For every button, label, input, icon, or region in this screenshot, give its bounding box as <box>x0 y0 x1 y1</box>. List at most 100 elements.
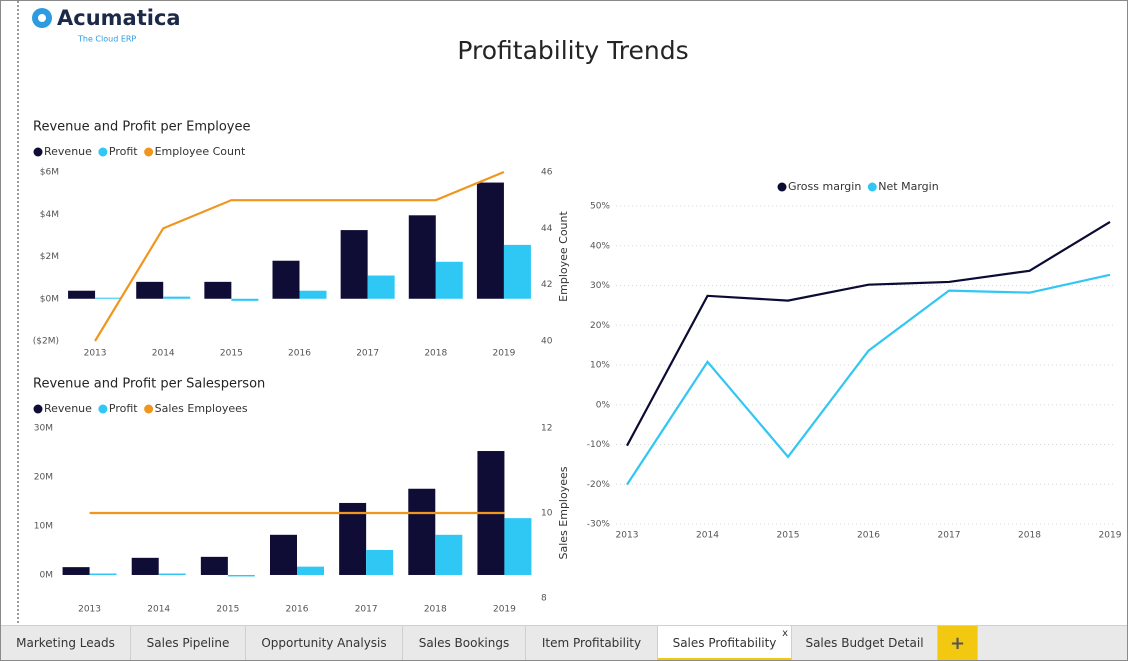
bar <box>163 296 191 299</box>
bar <box>62 567 90 575</box>
y-tick-label: -10% <box>587 440 611 450</box>
chart-title: Revenue and Profit per Employee <box>33 120 251 135</box>
y-tick-label: 10M <box>34 521 53 531</box>
x-tick-label: 2018 <box>424 605 447 615</box>
y-tick-label: -20% <box>587 480 611 490</box>
close-tab[interactable]: x <box>782 628 788 639</box>
line <box>626 220 1111 447</box>
y-tick-label: 10% <box>590 361 610 371</box>
x-tick-label: 2013 <box>616 531 639 541</box>
y2-axis-title: Sales Employees <box>557 466 570 559</box>
line <box>626 273 1111 486</box>
bar <box>158 573 186 575</box>
x-tick-label: 2019 <box>1099 531 1122 541</box>
y2-tick-label: 10 <box>541 509 553 519</box>
legend-marker <box>144 147 154 157</box>
bar <box>476 182 504 299</box>
y-tick-label: 50% <box>590 202 610 212</box>
bar <box>95 297 123 299</box>
x-tick-label: 2019 <box>493 605 516 615</box>
page-title: Profitability Trends <box>457 36 688 65</box>
y-tick-label: -30% <box>587 520 611 530</box>
bar <box>408 215 436 299</box>
bar <box>339 502 367 575</box>
tab[interactable]: Opportunity Analysis <box>246 626 403 660</box>
y-tick-label: 0M <box>40 570 54 580</box>
legend-marker <box>867 182 877 192</box>
y-tick-label: 40% <box>590 241 610 251</box>
x-tick-label: 2014 <box>696 531 719 541</box>
x-tick-label: 2013 <box>78 605 101 615</box>
y-tick-label: $2M <box>40 252 59 262</box>
legend-label: Net Margin <box>878 180 938 193</box>
x-tick-label: 2017 <box>356 349 379 359</box>
legend-label: Revenue <box>44 402 92 415</box>
bar <box>299 290 327 299</box>
y2-tick-label: 42 <box>541 280 552 290</box>
bar <box>89 573 117 575</box>
bar <box>272 260 300 299</box>
x-tick-label: 2016 <box>286 605 309 615</box>
y-tick-label: 0% <box>596 400 611 410</box>
tab[interactable]: Sales Profitability x <box>658 626 792 660</box>
y-tick-label: $4M <box>40 210 59 220</box>
x-tick-label: 2017 <box>938 531 961 541</box>
bar <box>435 534 463 575</box>
x-tick-label: 2016 <box>857 531 880 541</box>
legend-marker <box>98 404 108 414</box>
legend-label: Profit <box>109 145 138 158</box>
add-tab[interactable]: + <box>938 626 978 660</box>
x-tick-label: 2019 <box>492 349 515 359</box>
y-tick-label: 30M <box>34 424 53 434</box>
bar <box>408 488 436 575</box>
legend-marker <box>33 404 43 414</box>
bar <box>270 534 297 575</box>
legend-marker <box>33 147 43 157</box>
line <box>94 170 505 342</box>
legend-marker <box>777 182 787 192</box>
tab[interactable]: Item Profitability <box>526 626 658 660</box>
legend-marker <box>98 147 108 157</box>
y2-tick-label: 46 <box>541 168 553 178</box>
x-tick-label: 2015 <box>777 531 800 541</box>
x-tick-label: 2018 <box>1018 531 1041 541</box>
bar <box>131 557 159 575</box>
legend-label: Revenue <box>44 145 92 158</box>
y2-tick-label: 8 <box>541 594 547 604</box>
x-tick-label: 2014 <box>147 605 170 615</box>
chart-title: Revenue and Profit per Salesperson <box>33 377 265 392</box>
tab[interactable]: Sales Budget Detail <box>792 626 938 660</box>
y-tick-label: $0M <box>40 294 59 304</box>
x-tick-label: 2018 <box>424 349 447 359</box>
bar <box>227 574 255 577</box>
legend-marker <box>144 404 154 414</box>
bar <box>366 549 394 575</box>
legend-label: Profit <box>109 402 138 415</box>
y2-axis-title: Employee Count <box>557 210 570 301</box>
logo-icon-hole <box>38 14 46 22</box>
tagline: The Cloud ERP <box>77 35 136 44</box>
x-tick-label: 2014 <box>152 349 175 359</box>
tab[interactable]: Sales Pipeline <box>131 626 246 660</box>
bar <box>504 518 532 575</box>
bar <box>136 281 164 299</box>
y2-tick-label: 44 <box>541 224 553 234</box>
x-tick-label: 2015 <box>220 349 243 359</box>
x-tick-label: 2016 <box>288 349 311 359</box>
bar <box>297 566 324 575</box>
bar <box>200 556 228 575</box>
bar <box>68 290 96 299</box>
y-tick-label: 20% <box>590 321 610 331</box>
tab-bar: Marketing Leads Sales Pipeline Opportunity… <box>1 625 1127 660</box>
y-tick-label: 20M <box>34 472 53 482</box>
legend-label: Employee Count <box>155 145 246 158</box>
x-tick-label: 2017 <box>355 605 378 615</box>
bar <box>231 298 259 301</box>
tab[interactable]: Marketing Leads <box>1 626 131 660</box>
legend-label: Gross margin <box>788 180 861 193</box>
y2-tick-label: 12 <box>541 424 552 434</box>
bar <box>204 281 232 299</box>
tab[interactable]: Sales Bookings <box>403 626 526 660</box>
bar <box>367 275 395 299</box>
